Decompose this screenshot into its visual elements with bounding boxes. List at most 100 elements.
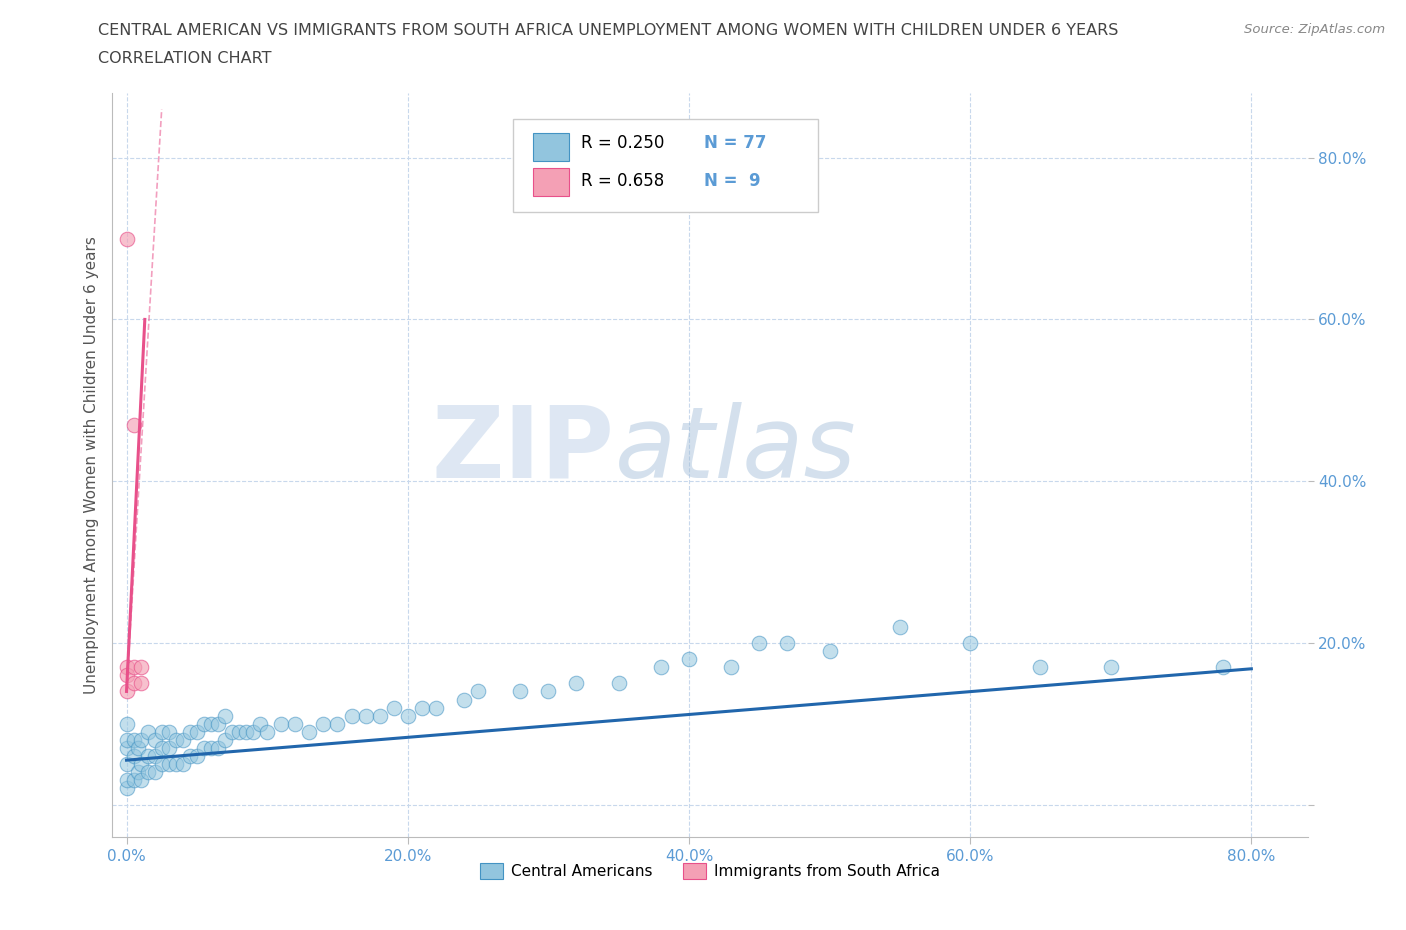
Point [165, 757, 187, 772]
Point [122, 659, 145, 674]
Point [157, 740, 180, 755]
Point [122, 749, 145, 764]
Point [565, 676, 588, 691]
Point [382, 700, 405, 715]
Point [298, 724, 321, 739]
Point [150, 724, 173, 739]
Point [143, 733, 166, 748]
Point [115, 716, 138, 731]
Point [122, 676, 145, 691]
Point [607, 676, 630, 691]
Point [179, 749, 201, 764]
Point [172, 733, 194, 748]
Point [115, 740, 138, 755]
Text: R = 0.658: R = 0.658 [581, 172, 664, 190]
Point [537, 684, 560, 698]
Text: CORRELATION CHART: CORRELATION CHART [98, 51, 271, 66]
Point [179, 724, 201, 739]
Y-axis label: Unemployment Among Women with Children Under 6 years: Unemployment Among Women with Children U… [83, 236, 98, 694]
Point [200, 716, 222, 731]
Point [115, 684, 138, 698]
Point [129, 676, 152, 691]
Text: Source: ZipAtlas.com: Source: ZipAtlas.com [1244, 23, 1385, 36]
Point [115, 232, 138, 246]
Text: atlas: atlas [614, 402, 856, 498]
Point [165, 733, 187, 748]
Point [136, 764, 159, 779]
Point [193, 716, 215, 731]
Point [354, 709, 377, 724]
Point [242, 724, 264, 739]
Point [221, 724, 243, 739]
Point [207, 716, 229, 731]
Point [200, 740, 222, 755]
Point [172, 757, 194, 772]
Point [129, 773, 152, 788]
Point [411, 700, 433, 715]
Point [228, 724, 250, 739]
Point [368, 709, 391, 724]
Point [207, 740, 229, 755]
Point [127, 740, 149, 755]
Point [678, 652, 700, 667]
Point [650, 659, 672, 674]
Point [509, 684, 531, 698]
Text: ZIP: ZIP [432, 402, 614, 498]
Point [122, 773, 145, 788]
Point [396, 709, 419, 724]
Point [256, 724, 278, 739]
Point [776, 635, 799, 650]
Point [214, 709, 236, 724]
FancyBboxPatch shape [513, 119, 818, 212]
Point [1099, 659, 1122, 674]
Point [115, 668, 138, 683]
Point [720, 659, 742, 674]
Point [214, 733, 236, 748]
Legend: Central Americans, Immigrants from South Africa: Central Americans, Immigrants from South… [474, 857, 946, 885]
Point [326, 716, 349, 731]
Point [122, 733, 145, 748]
Point [312, 716, 335, 731]
Point [1029, 659, 1052, 674]
Text: N =  9: N = 9 [704, 172, 761, 190]
Point [186, 749, 208, 764]
Point [284, 716, 307, 731]
Text: R = 0.250: R = 0.250 [581, 134, 664, 152]
Point [157, 724, 180, 739]
Point [136, 749, 159, 764]
Point [818, 644, 841, 658]
Point [1212, 659, 1234, 674]
Point [889, 619, 911, 634]
Point [157, 757, 180, 772]
Point [270, 716, 292, 731]
Point [193, 740, 215, 755]
Point [143, 764, 166, 779]
Point [122, 418, 145, 432]
Point [115, 733, 138, 748]
Point [340, 709, 363, 724]
Point [129, 757, 152, 772]
Point [115, 659, 138, 674]
Point [129, 659, 152, 674]
Point [249, 716, 271, 731]
Text: CENTRAL AMERICAN VS IMMIGRANTS FROM SOUTH AFRICA UNEMPLOYMENT AMONG WOMEN WITH C: CENTRAL AMERICAN VS IMMIGRANTS FROM SOUT… [98, 23, 1119, 38]
Point [467, 684, 489, 698]
FancyBboxPatch shape [533, 133, 569, 162]
Point [115, 757, 138, 772]
Point [129, 733, 152, 748]
Point [150, 757, 173, 772]
Point [127, 764, 149, 779]
Point [115, 781, 138, 796]
Point [150, 740, 173, 755]
Point [186, 724, 208, 739]
Point [748, 635, 770, 650]
Text: N = 77: N = 77 [704, 134, 766, 152]
FancyBboxPatch shape [533, 168, 569, 196]
Point [115, 773, 138, 788]
Point [143, 749, 166, 764]
Point [136, 724, 159, 739]
Point [235, 724, 257, 739]
Point [453, 692, 475, 707]
Point [425, 700, 447, 715]
Point [959, 635, 981, 650]
